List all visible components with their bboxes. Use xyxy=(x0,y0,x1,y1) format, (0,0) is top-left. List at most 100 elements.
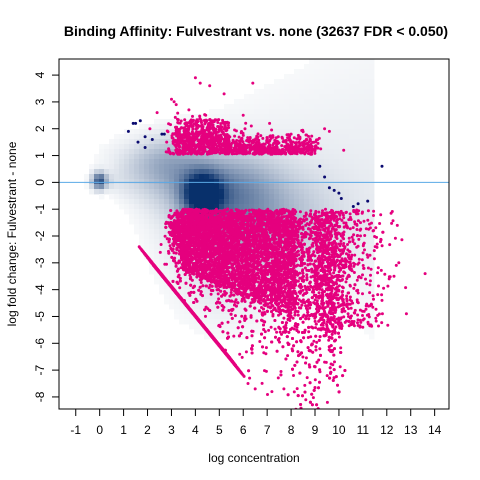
density-cell xyxy=(354,264,360,270)
density-cell xyxy=(184,154,190,160)
density-cell xyxy=(324,59,330,65)
density-cell xyxy=(214,189,220,195)
density-cell xyxy=(154,144,160,150)
density-cell xyxy=(259,159,265,165)
density-cell xyxy=(354,259,360,265)
density-cell xyxy=(154,154,160,160)
density-cell xyxy=(229,179,235,185)
density-cell xyxy=(144,244,150,250)
density-cell xyxy=(354,139,360,145)
density-cell xyxy=(304,189,310,195)
density-cell xyxy=(194,304,200,310)
density-cell xyxy=(319,174,325,180)
density-cell xyxy=(204,199,210,205)
density-cell xyxy=(329,219,335,225)
density-cell xyxy=(144,239,150,245)
density-cell xyxy=(114,189,120,195)
density-cell xyxy=(219,204,225,210)
density-cell xyxy=(299,74,305,80)
density-cell xyxy=(224,324,230,330)
density-cell xyxy=(339,59,345,65)
density-cell xyxy=(99,184,105,190)
density-cell xyxy=(169,304,175,310)
density-cell xyxy=(294,164,300,170)
density-cell xyxy=(289,179,295,185)
loss-point xyxy=(284,323,288,327)
density-cell xyxy=(354,74,360,80)
density-cell xyxy=(304,74,310,80)
density-cell xyxy=(369,224,375,230)
density-cell xyxy=(299,154,305,160)
density-cell xyxy=(339,164,345,170)
density-cell xyxy=(239,239,245,245)
density-cell xyxy=(229,109,235,115)
density-cell xyxy=(274,104,280,110)
density-cell xyxy=(344,184,350,190)
density-cell xyxy=(194,199,200,205)
density-cell xyxy=(264,169,270,175)
density-cell xyxy=(154,129,160,135)
density-cell xyxy=(239,124,245,130)
density-cell xyxy=(94,169,100,175)
density-cell xyxy=(199,114,205,120)
density-cell xyxy=(359,299,365,305)
density-cell xyxy=(194,289,200,295)
density-cell xyxy=(344,114,350,120)
density-cell xyxy=(269,199,275,205)
density-cell xyxy=(284,119,290,125)
density-cell xyxy=(369,74,375,80)
density-cell xyxy=(119,154,125,160)
density-cell xyxy=(149,219,155,225)
density-cell xyxy=(354,269,360,275)
density-cell xyxy=(164,284,170,290)
density-cell xyxy=(324,129,330,135)
density-cell xyxy=(164,174,170,180)
density-cell xyxy=(254,99,260,105)
density-cell xyxy=(164,144,170,150)
loss-point xyxy=(278,330,282,334)
density-cell xyxy=(344,139,350,145)
density-cell xyxy=(329,194,335,200)
density-cell xyxy=(194,319,200,325)
density-cell xyxy=(339,134,345,140)
density-cell xyxy=(119,139,125,145)
density-cell xyxy=(354,229,360,235)
density-cell xyxy=(274,179,280,185)
density-cell xyxy=(179,274,185,280)
loss-point xyxy=(296,279,300,283)
density-cell xyxy=(329,144,335,150)
density-cell xyxy=(134,144,140,150)
density-cell xyxy=(329,59,335,65)
density-cell xyxy=(239,189,245,195)
density-cell xyxy=(364,149,370,155)
density-cell xyxy=(309,179,315,185)
density-cell xyxy=(189,294,195,300)
density-cell xyxy=(359,149,365,155)
density-cell xyxy=(149,229,155,235)
density-cell xyxy=(204,129,210,135)
density-cell xyxy=(164,184,170,190)
density-cell xyxy=(274,114,280,120)
density-cell xyxy=(169,239,175,245)
density-cell xyxy=(139,229,145,235)
density-cell xyxy=(349,174,355,180)
density-cell xyxy=(124,204,130,210)
density-cell xyxy=(244,314,250,320)
density-cell xyxy=(359,159,365,165)
density-cell xyxy=(354,179,360,185)
loss-point xyxy=(158,250,162,254)
density-cell xyxy=(144,224,150,230)
density-cell xyxy=(354,284,360,290)
density-cell xyxy=(294,314,300,320)
density-cell xyxy=(209,314,215,320)
density-cell xyxy=(224,164,230,170)
density-cell xyxy=(134,209,140,215)
density-cell xyxy=(164,239,170,245)
density-cell xyxy=(239,174,245,180)
density-cell xyxy=(189,319,195,325)
density-cell xyxy=(354,159,360,165)
density-cell xyxy=(269,114,275,120)
density-cell xyxy=(119,204,125,210)
density-cell xyxy=(129,129,135,135)
density-cell xyxy=(304,159,310,165)
